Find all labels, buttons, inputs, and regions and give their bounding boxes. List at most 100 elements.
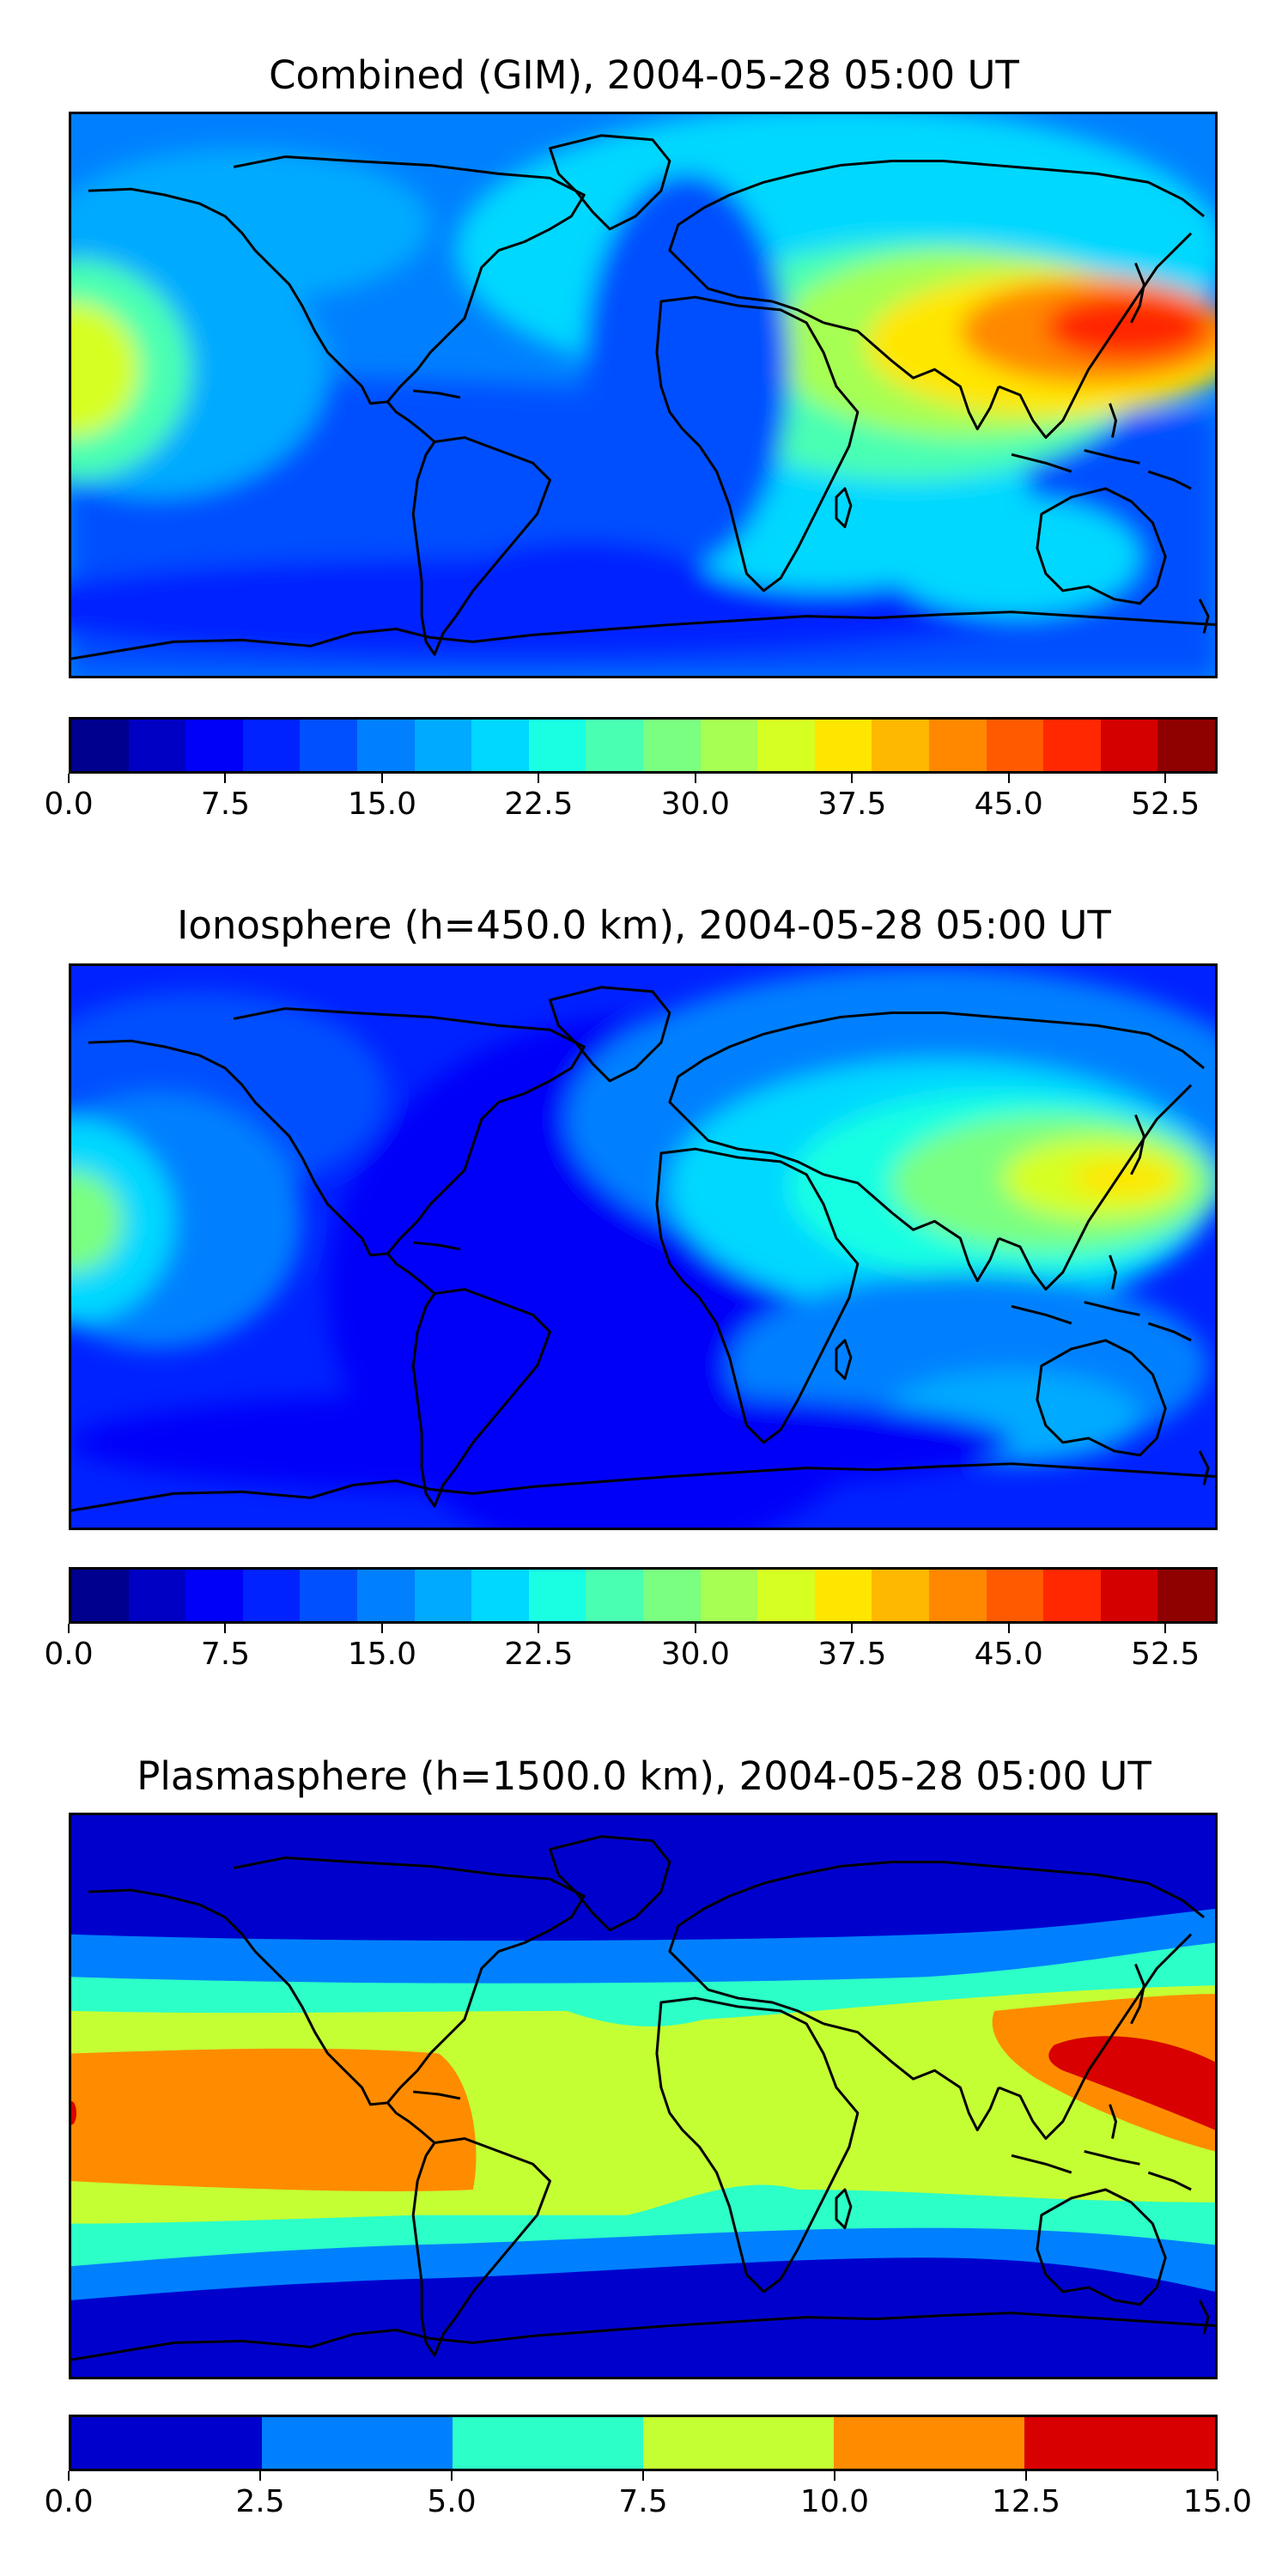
colorbar-segment [453,2417,643,2469]
colorbar-segment [700,720,758,771]
colorbar-segment [262,2417,453,2469]
colorbar-segment [71,1570,129,1621]
colorbar-tick-label: 5.0 [427,2484,477,2519]
colorbar-segment [757,1570,815,1621]
colorbar-tick [642,2471,644,2481]
colorbar-segment [71,2417,262,2469]
colorbar-segment [242,720,301,771]
colorbar-segment [986,1570,1044,1621]
colorbar-segment [814,1570,872,1621]
colorbar-segment [528,720,586,771]
colorbar-tick [259,2471,261,2481]
colorbar-tick [451,2471,453,2481]
colorbar-segment [356,1570,415,1621]
colorbar-tick [694,1624,696,1633]
colorbar-tick-label: 52.5 [1131,787,1200,822]
colorbar-tick [68,2471,70,2481]
colorbar-tick [834,2471,835,2481]
colorbar-tick-label: 15.0 [1182,2484,1253,2519]
colorbar-tick-label: 2.5 [235,2484,285,2519]
colorbar-segment [1100,1570,1158,1621]
colorbar-tick [538,1624,540,1633]
colorbar-tick-label: 22.5 [504,787,574,822]
colorbar-segment [414,1570,472,1621]
colorbar-tick [1007,774,1010,783]
map-title-plasmasphere: Plasmasphere (h=1500.0 km), 2004-05-28 0… [137,1753,1151,1799]
colorbar-tick [68,774,70,783]
tec-map-plasmasphere [69,1813,1218,2379]
colorbar-segment [757,720,815,771]
colorbar-segment [643,2417,834,2469]
colorbar-combined [69,717,1218,774]
colorbar-tick [1217,2471,1218,2481]
colorbar-tick [380,1624,383,1633]
colorbar-tick-label: 12.5 [991,2484,1061,2519]
colorbar-tick-label: 37.5 [817,1637,887,1672]
colorbar-segment [700,1570,758,1621]
colorbar-tick-label: 0.0 [44,1637,94,1672]
colorbar-tick-label: 7.5 [200,787,251,822]
colorbar-segment [586,1570,643,1621]
colorbar-tick-label: 22.5 [504,1637,574,1672]
colorbar-tick [224,774,227,783]
colorbar-segment [1157,1570,1215,1621]
colorbar-segment [185,1570,243,1621]
colorbar-segment [128,720,186,771]
tec-map-ionosphere [69,963,1218,1530]
colorbar-tick-label: 30.0 [660,787,730,822]
colorbar-segment [471,1570,529,1621]
colorbar-tick [224,1624,227,1633]
colorbar-segment [242,1570,301,1621]
colorbar-segment [528,1570,586,1621]
colorbar-segment [300,1570,357,1621]
colorbar-segment [814,720,872,771]
map-title-ionosphere: Ionosphere (h=450.0 km), 2004-05-28 05:0… [177,902,1111,948]
colorbar-tick [380,774,383,783]
colorbar-tick-label: 10.0 [799,2484,870,2519]
colorbar-segment [986,720,1044,771]
map-title-combined: Combined (GIM), 2004-05-28 05:00 UT [269,52,1019,98]
colorbar-segment [872,720,929,771]
colorbar-tick [1164,774,1167,783]
colorbar-segment [356,720,415,771]
colorbar-segment [928,720,987,771]
colorbar-segment [128,1570,186,1621]
colorbar-tick-label: 7.5 [618,2484,668,2519]
colorbar-tick [538,774,540,783]
colorbar-tick [851,774,854,783]
colorbar-segment [414,720,472,771]
colorbar-segment [1100,720,1158,771]
colorbar-tick [851,1624,854,1633]
colorbar-plasmasphere [69,2415,1218,2471]
colorbar-tick [1025,2471,1027,2481]
colorbar-segment [642,1570,701,1621]
colorbar-segment [1043,1570,1101,1621]
colorbar-segment [185,720,243,771]
colorbar-tick [1007,1624,1010,1633]
colorbar-tick-label: 0.0 [44,787,94,822]
colorbar-ionosphere [69,1567,1218,1624]
tec-map-combined [69,112,1218,678]
colorbar-tick-label: 0.0 [44,2484,94,2519]
colorbar-ticks-combined: 0.0 7.5 15.0 22.5 30.0 37.5 45.0 52.5 [44,774,1218,825]
colorbar-segment [586,720,643,771]
colorbar-tick-label: 15.0 [347,787,416,822]
colorbar-segment [1157,720,1215,771]
colorbar-tick [694,774,696,783]
colorbar-tick [68,1624,70,1633]
colorbar-tick-label: 45.0 [974,787,1043,822]
colorbar-segment [834,2417,1024,2469]
colorbar-tick [1164,1624,1167,1633]
colorbar-segment [71,720,129,771]
colorbar-tick-label: 7.5 [200,1637,251,1672]
colorbar-tick-label: 37.5 [817,787,887,822]
colorbar-segment [300,720,357,771]
colorbar-ticks-plasmasphere: 0.0 2.5 5.0 7.5 10.0 12.5 15.0 [44,2471,1252,2523]
colorbar-tick-label: 52.5 [1131,1637,1200,1672]
colorbar-tick-label: 30.0 [660,1637,730,1672]
colorbar-segment [872,1570,929,1621]
colorbar-segment [1024,2417,1215,2469]
colorbar-segment [642,720,701,771]
colorbar-segment [928,1570,987,1621]
colorbar-tick-label: 45.0 [974,1637,1043,1672]
